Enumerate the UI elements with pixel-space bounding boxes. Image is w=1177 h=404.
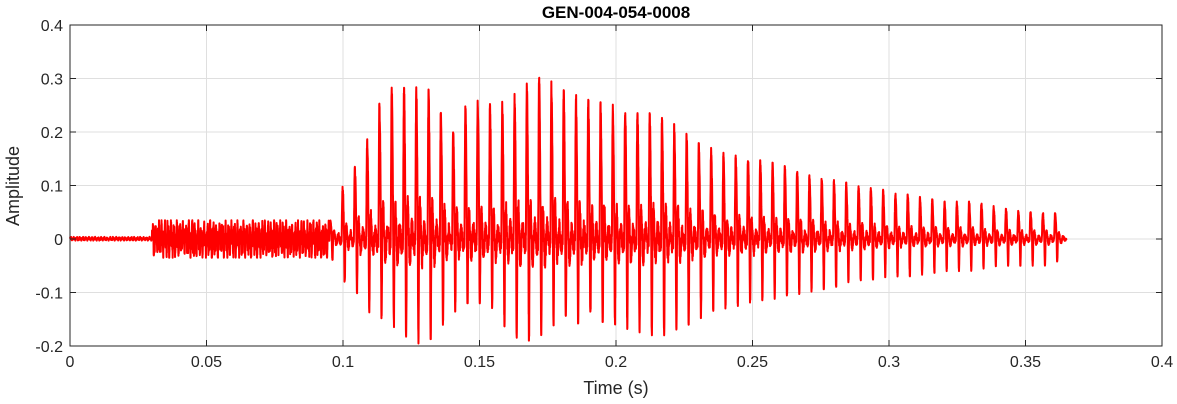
y-tick-label: 0.2 bbox=[41, 125, 63, 142]
x-tick-label: 0.2 bbox=[605, 354, 627, 371]
x-tick-label: 0.35 bbox=[1010, 354, 1041, 371]
data-layer bbox=[69, 76, 1068, 345]
chart-title: GEN-004-054-0008 bbox=[542, 3, 690, 22]
x-tick-label: 0.1 bbox=[332, 354, 354, 371]
waveform-series bbox=[69, 76, 1068, 345]
y-tick-label: 0.1 bbox=[41, 179, 63, 196]
y-tick-label: -0.2 bbox=[35, 339, 63, 356]
x-tick-label: 0.05 bbox=[191, 354, 222, 371]
y-tick-label: 0.4 bbox=[41, 18, 63, 35]
y-axis-label: Amplitude bbox=[3, 146, 23, 226]
y-tick-label: 0.3 bbox=[41, 72, 63, 89]
x-tick-label: 0.3 bbox=[878, 354, 900, 371]
x-tick-label: 0.15 bbox=[464, 354, 495, 371]
x-tick-label: 0 bbox=[66, 354, 75, 371]
x-tick-label: 0.4 bbox=[1151, 354, 1173, 371]
y-axis: -0.2 -0.1 0 0.1 0.2 0.3 0.4 bbox=[35, 18, 1162, 356]
y-tick-label: -0.1 bbox=[35, 286, 63, 303]
x-axis-label: Time (s) bbox=[583, 378, 648, 398]
x-axis: 0 0.05 0.1 0.15 0.2 0.25 0.3 0.35 0.4 bbox=[66, 25, 1173, 371]
y-tick-label: 0 bbox=[54, 232, 63, 249]
x-tick-label: 0.25 bbox=[737, 354, 768, 371]
